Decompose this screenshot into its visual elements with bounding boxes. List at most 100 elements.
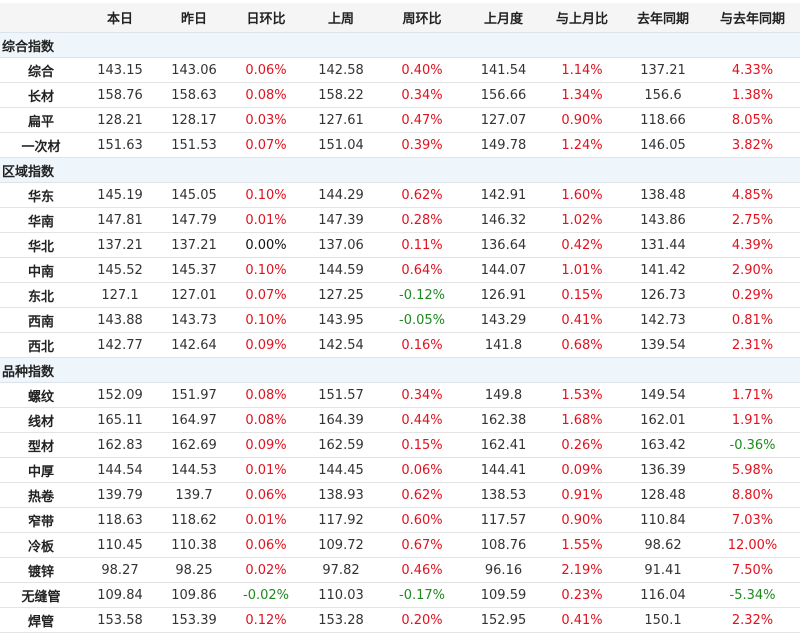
table-cell: 138.93	[302, 482, 380, 508]
table-cell: 0.81%	[705, 307, 800, 333]
table-header-row: 本日 昨日 日环比 上周 周环比 上月度 与上月比 去年同期 与去年同期	[0, 3, 800, 33]
table-cell: 108.76	[464, 532, 543, 558]
table-cell: 163.42	[621, 432, 705, 458]
table-cell: 91.41	[621, 557, 705, 583]
table-cell: 98.25	[158, 557, 230, 583]
table-cell: 1.68%	[543, 407, 621, 433]
table-cell: 144.53	[158, 457, 230, 483]
table-cell: 3.82%	[705, 132, 800, 158]
table-cell: 146.32	[464, 207, 543, 233]
row-label: 华南	[0, 207, 82, 233]
table-cell: 110.45	[82, 532, 158, 558]
table-cell: 0.08%	[230, 407, 302, 433]
table-cell: 0.08%	[230, 382, 302, 408]
table-cell: 158.22	[302, 82, 380, 108]
table-cell: 144.07	[464, 257, 543, 283]
table-cell: 143.06	[158, 57, 230, 83]
table-cell: 117.57	[464, 507, 543, 533]
row-label: 型材	[0, 432, 82, 458]
row-label: 焊管	[0, 607, 82, 633]
table-cell: 164.39	[302, 407, 380, 433]
table-cell: -0.36%	[705, 432, 800, 458]
table-cell: 143.73	[158, 307, 230, 333]
table-cell: 165.11	[82, 407, 158, 433]
table-cell: 141.54	[464, 57, 543, 83]
table-row: 华北 137.21 137.21 0.00% 137.06 0.11% 136.64 0.42…	[0, 232, 800, 258]
table-row: 螺纹 152.09 151.97 0.08% 151.57 0.34% 149.8 1.53%…	[0, 382, 800, 408]
table-cell: 110.84	[621, 507, 705, 533]
table-cell: -0.05%	[380, 307, 464, 333]
table-cell: 0.06%	[230, 482, 302, 508]
table-cell: 0.23%	[543, 582, 621, 608]
table-row: 无缝管 109.84 109.86 -0.02% 110.03 -0.17% 109.59 0…	[0, 582, 800, 608]
row-label: 综合	[0, 57, 82, 83]
table-cell: 0.15%	[543, 282, 621, 308]
table-row: 中厚 144.54 144.53 0.01% 144.45 0.06% 144.41 0.09…	[0, 457, 800, 483]
table-cell: 128.17	[158, 107, 230, 133]
row-label: 华北	[0, 232, 82, 258]
table-row: 型材 162.83 162.69 0.09% 162.59 0.15% 162.41 0.26…	[0, 432, 800, 458]
section-row: 品种指数	[0, 357, 800, 383]
table-cell: 1.38%	[705, 82, 800, 108]
row-label: 一次材	[0, 132, 82, 158]
table-cell: 142.77	[82, 332, 158, 358]
table-cell: 8.05%	[705, 107, 800, 133]
table-cell: 0.01%	[230, 507, 302, 533]
table-cell: 0.09%	[543, 457, 621, 483]
table-cell: 162.41	[464, 432, 543, 458]
table-cell: 141.8	[464, 332, 543, 358]
table-cell: 0.62%	[380, 482, 464, 508]
table-cell: 127.25	[302, 282, 380, 308]
table-cell: 127.61	[302, 107, 380, 133]
row-label: 中南	[0, 257, 82, 283]
table-cell: 0.60%	[380, 507, 464, 533]
table-cell: 0.15%	[380, 432, 464, 458]
table-cell: 138.53	[464, 482, 543, 508]
table-cell: 145.05	[158, 182, 230, 208]
table-cell: 143.15	[82, 57, 158, 83]
table-cell: 137.21	[158, 232, 230, 258]
table-cell: 1.02%	[543, 207, 621, 233]
table-row: 扁平 128.21 128.17 0.03% 127.61 0.47% 127.07 0.90…	[0, 107, 800, 133]
table-cell: 149.78	[464, 132, 543, 158]
column-header: 日环比	[230, 3, 302, 33]
table-cell: 0.28%	[380, 207, 464, 233]
table-cell: 0.08%	[230, 82, 302, 108]
table-cell: 1.34%	[543, 82, 621, 108]
table-cell: 126.73	[621, 282, 705, 308]
row-label: 线材	[0, 407, 82, 433]
table-cell: 151.04	[302, 132, 380, 158]
table-cell: 144.54	[82, 457, 158, 483]
table-cell: 153.39	[158, 607, 230, 633]
table-cell: 2.31%	[705, 332, 800, 358]
table-cell: 96.16	[464, 557, 543, 583]
table-cell: -0.02%	[230, 582, 302, 608]
table-cell: 127.1	[82, 282, 158, 308]
table-cell: 147.79	[158, 207, 230, 233]
section-title: 综合指数	[0, 32, 800, 58]
table-cell: 158.63	[158, 82, 230, 108]
table-row: 东北 127.1 127.01 0.07% 127.25 -0.12% 126.91 0.15…	[0, 282, 800, 308]
table-row: 西北 142.77 142.64 0.09% 142.54 0.16% 141.8 0.68%…	[0, 332, 800, 358]
table-cell: 0.39%	[380, 132, 464, 158]
table-cell: 118.66	[621, 107, 705, 133]
table-cell: 139.79	[82, 482, 158, 508]
table-cell: 147.39	[302, 207, 380, 233]
table-cell: 1.53%	[543, 382, 621, 408]
table-cell: 0.67%	[380, 532, 464, 558]
table-cell: 0.42%	[543, 232, 621, 258]
table-cell: 2.75%	[705, 207, 800, 233]
table-cell: 1.55%	[543, 532, 621, 558]
table-cell: 162.01	[621, 407, 705, 433]
row-label: 长材	[0, 82, 82, 108]
table-row: 西南 143.88 143.73 0.10% 143.95 -0.05% 143.29 0.4…	[0, 307, 800, 333]
table-cell: 136.64	[464, 232, 543, 258]
table-row: 镀锌 98.27 98.25 0.02% 97.82 0.46% 96.16 2.19% 91.…	[0, 557, 800, 583]
table-cell: 0.41%	[543, 307, 621, 333]
table-cell: -0.17%	[380, 582, 464, 608]
table-cell: 0.11%	[380, 232, 464, 258]
table-cell: 118.62	[158, 507, 230, 533]
table-cell: 109.84	[82, 582, 158, 608]
table-cell: 0.16%	[380, 332, 464, 358]
table-row: 综合 143.15 143.06 0.06% 142.58 0.40% 141.54 1.14…	[0, 57, 800, 83]
